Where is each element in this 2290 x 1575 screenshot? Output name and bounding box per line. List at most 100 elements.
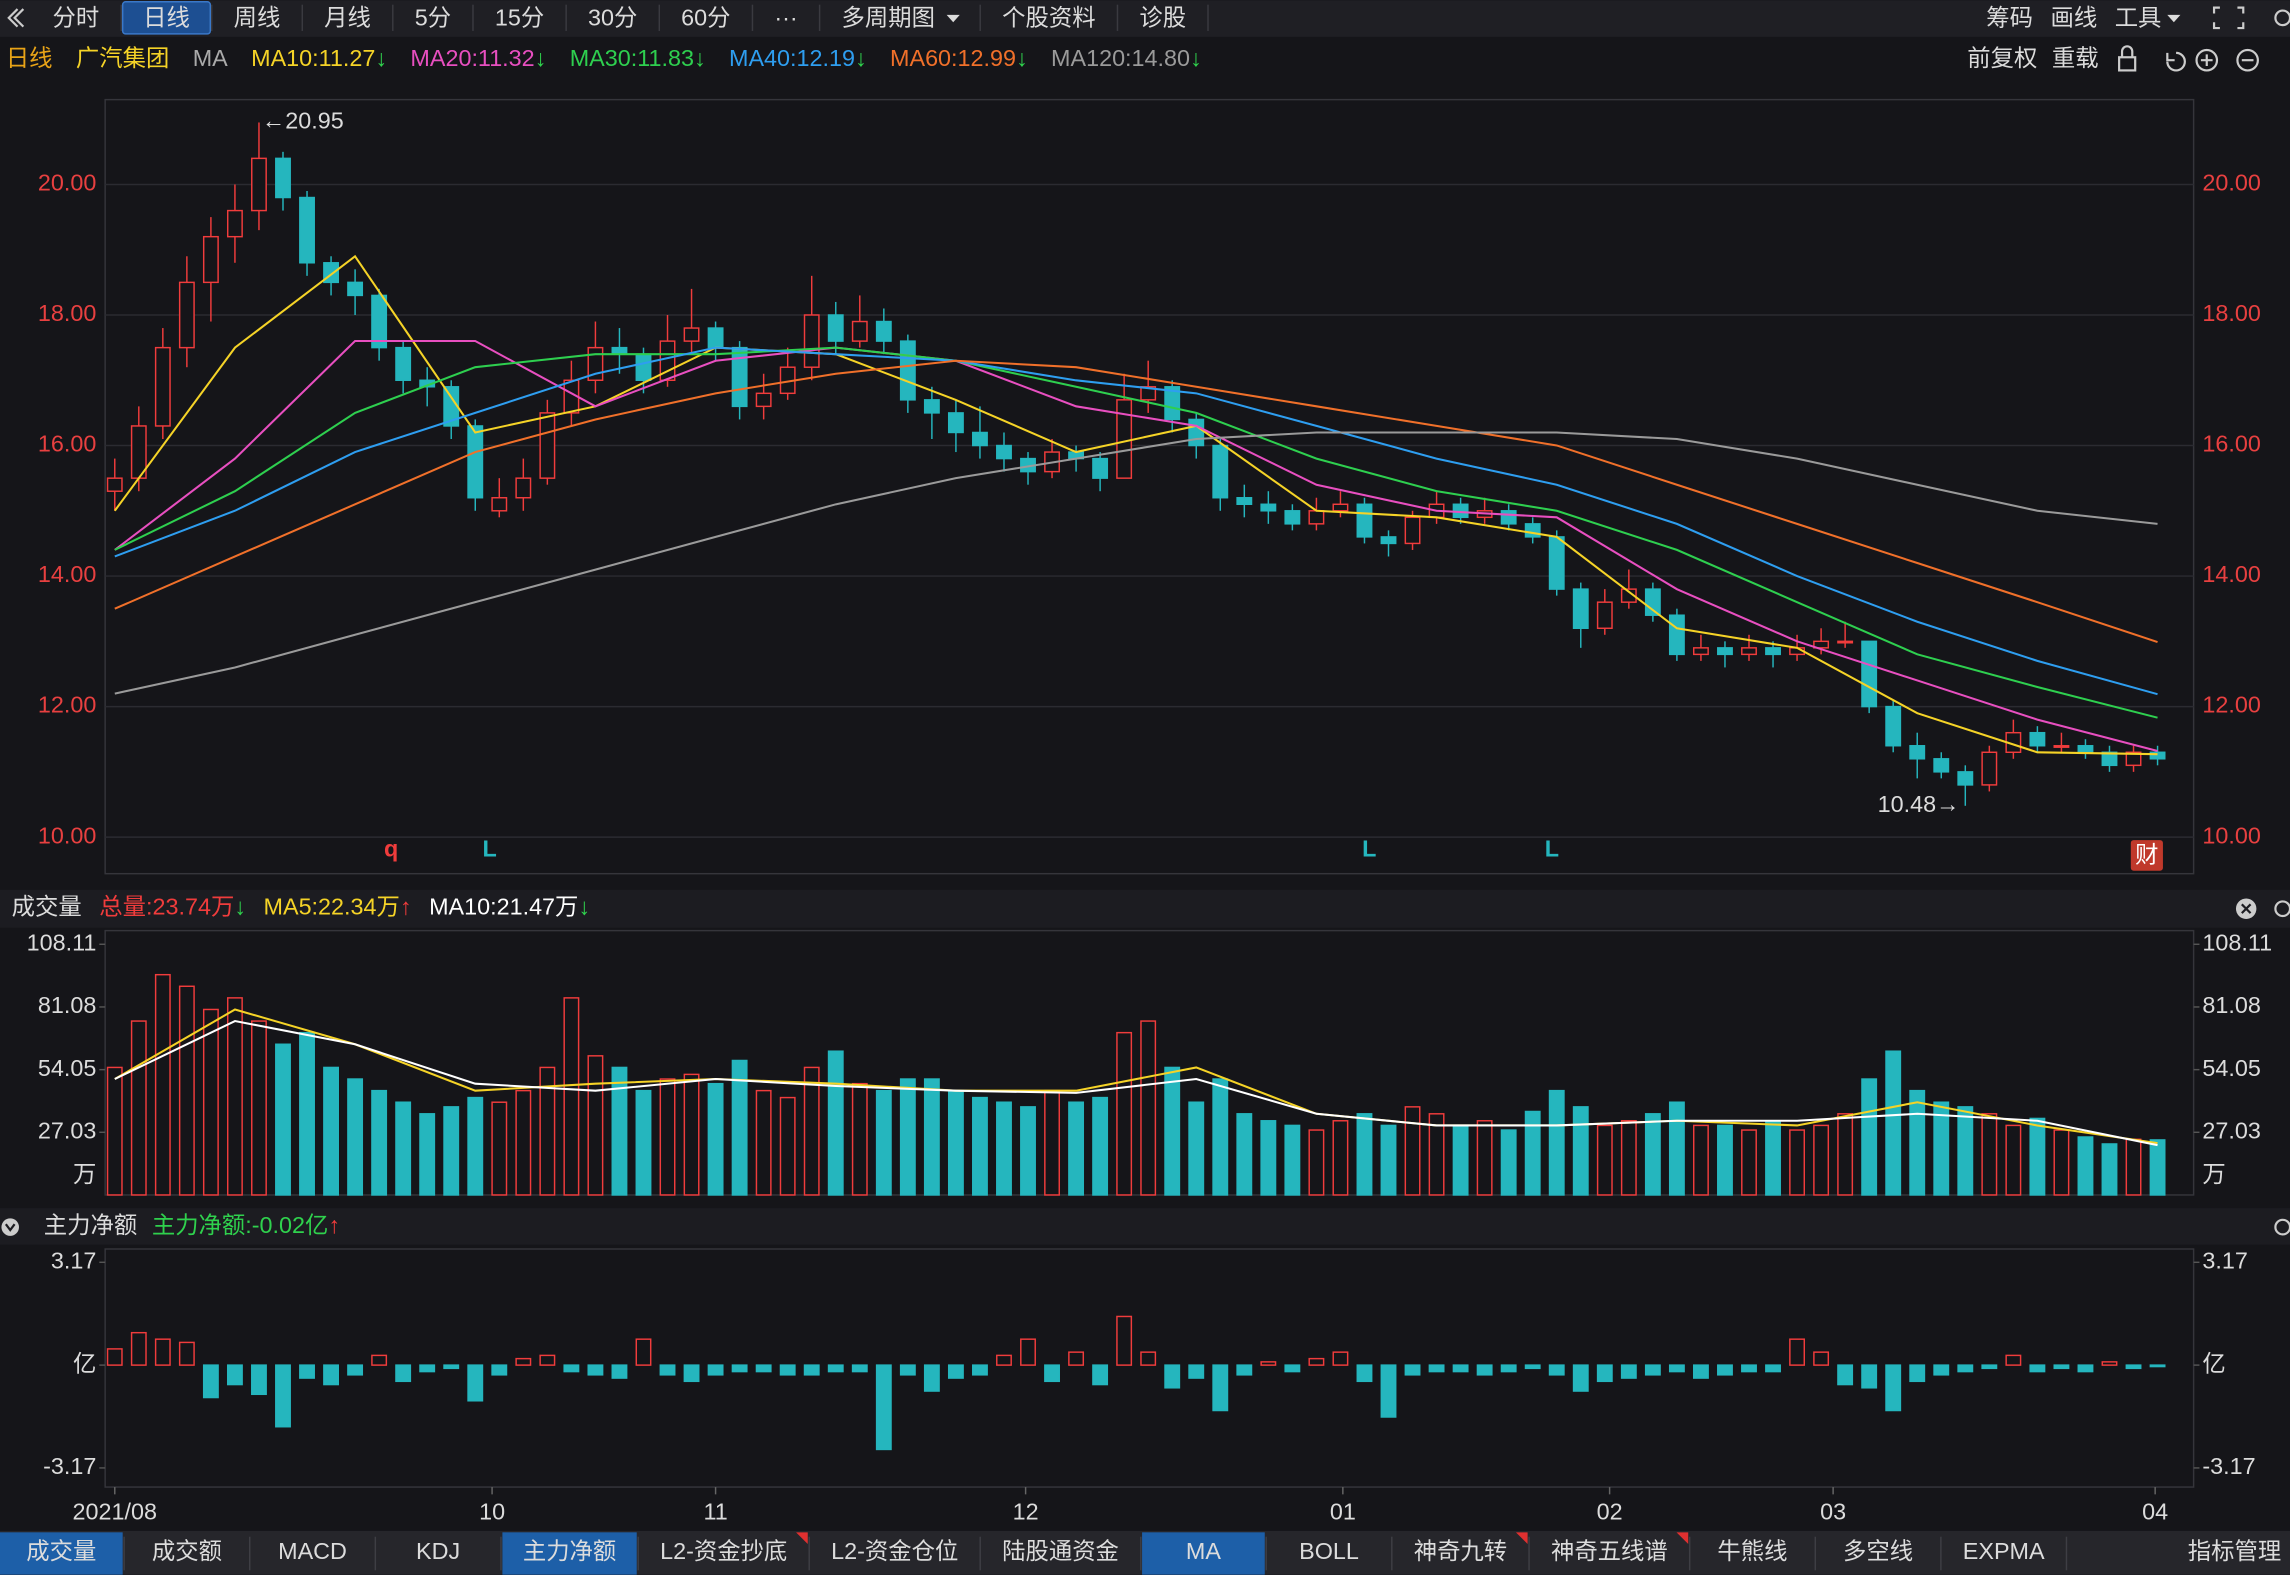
tab-label[interactable]: 主力净额	[523, 1538, 616, 1564]
tab-label[interactable]: MA	[1186, 1538, 1221, 1564]
legend-text: 主力净额	[44, 1212, 137, 1238]
tab-label[interactable]: 指标管理	[2188, 1538, 2281, 1564]
unit-label: 万	[2202, 1161, 2225, 1187]
candle-body	[1813, 640, 1830, 649]
toolbar-button[interactable]	[121, 1, 212, 35]
candle-body	[947, 412, 964, 434]
candle-body	[1356, 503, 1373, 538]
tab-label[interactable]: MACD	[278, 1538, 347, 1564]
flow-bar	[996, 1354, 1012, 1366]
flow-bar	[1164, 1364, 1181, 1389]
candle-body	[395, 346, 412, 381]
ma-line	[114, 359, 2158, 644]
volume-bar	[1404, 1106, 1421, 1196]
volume-bar	[1741, 1129, 1757, 1196]
flow-bar	[1596, 1364, 1613, 1383]
tab-label[interactable]: 多空线	[1843, 1538, 1913, 1564]
x-tick-label: 03	[1820, 1499, 1846, 1525]
tab[interactable]	[502, 1532, 637, 1575]
flow-bar	[1741, 1364, 1757, 1373]
flow-bar	[1092, 1364, 1109, 1386]
flow-bar	[1380, 1364, 1397, 1418]
flow-bar	[1933, 1364, 1950, 1376]
volume-bar	[972, 1096, 988, 1196]
volume-bar	[731, 1059, 748, 1196]
candle-body	[1765, 647, 1781, 656]
tab[interactable]	[1142, 1532, 1265, 1575]
flow-bar	[323, 1364, 340, 1386]
volume-bar	[2029, 1117, 2046, 1196]
flow-bar	[1957, 1364, 1974, 1373]
candle-body	[1620, 588, 1637, 603]
legend-entry: 日线	[6, 45, 53, 71]
fullscreen-icon[interactable]	[2212, 6, 2245, 30]
tab-label[interactable]: BOLL	[1299, 1538, 1359, 1564]
flow-bar	[563, 1364, 580, 1373]
tab-label[interactable]: L2-资金抄底	[660, 1538, 787, 1564]
volume-bar	[226, 997, 243, 1196]
volume-bar	[1765, 1120, 1781, 1196]
badge[interactable]: 财	[2135, 841, 2158, 867]
volume-bar	[611, 1066, 628, 1196]
legend-entry: 前复权	[1967, 45, 2037, 71]
signal-marker: L	[483, 835, 497, 861]
volume-bar	[1861, 1078, 1878, 1196]
collapse-icon[interactable]	[1, 1218, 19, 1236]
toolbar-label: 15分	[495, 4, 544, 30]
tab-label[interactable]: 陆股通资金	[1002, 1538, 1119, 1564]
candle-body	[1717, 647, 1733, 656]
back-button[interactable]	[7, 8, 25, 28]
legend-arrow: ↓	[1016, 45, 1028, 71]
zoom-in-icon[interactable]	[2195, 48, 2219, 72]
tab-label[interactable]: KDJ	[416, 1538, 460, 1564]
flow-frame	[104, 1248, 2195, 1488]
settings-icon[interactable]	[2274, 900, 2290, 918]
tab-label[interactable]: L2-资金仓位	[831, 1538, 958, 1564]
toolbar-label[interactable]: 画线	[2050, 4, 2097, 30]
toolbar-label[interactable]: 筹码	[1986, 4, 2033, 30]
legend-arrow: ↓	[1190, 45, 1202, 71]
volume-bar	[419, 1113, 436, 1196]
toolbar-label: 分时	[53, 4, 100, 30]
badge-bg[interactable]	[2130, 840, 2163, 871]
dropdown-caret	[2167, 14, 2181, 23]
flow-bar	[659, 1364, 676, 1376]
collapse-caret	[4, 1223, 16, 1232]
volume-bar	[515, 1089, 532, 1196]
tab-label[interactable]: 牛熊线	[1717, 1538, 1787, 1564]
volume-header	[0, 889, 2290, 928]
legend-text: 重载	[2052, 45, 2099, 71]
flow-bar	[1404, 1364, 1421, 1376]
volume-bar	[1140, 1020, 1157, 1196]
volume-bar	[1260, 1120, 1277, 1196]
candle-body	[467, 425, 484, 499]
settings-icon[interactable]	[2274, 9, 2290, 27]
toolbar-label: ···	[774, 4, 797, 30]
y-tick-label-right: 14.00	[2202, 561, 2260, 587]
tab-label[interactable]: 成交额	[152, 1538, 222, 1564]
volume-bar	[1692, 1124, 1709, 1196]
zoom-in-cross	[2200, 54, 2213, 67]
volume-bar	[154, 973, 171, 1196]
candle-body	[178, 281, 195, 349]
candle-body	[347, 281, 364, 297]
undo-icon[interactable]	[2166, 51, 2186, 72]
volume-bar	[395, 1101, 412, 1196]
toolbar-label[interactable]: 工具	[2115, 4, 2162, 30]
settings-icon[interactable]	[2274, 1218, 2290, 1236]
lock-icon[interactable]	[2118, 56, 2137, 72]
flow-bar	[154, 1338, 171, 1366]
legend-entry: 成交量	[12, 894, 82, 920]
toolbar-label: 诊股	[1139, 4, 1186, 30]
tab[interactable]	[0, 1532, 123, 1575]
legend-entry: MA120:14.80↓	[1051, 45, 1202, 71]
candle-body	[515, 477, 532, 499]
zoom-out-icon[interactable]	[2236, 48, 2259, 72]
y-tick-label: 16.00	[38, 431, 96, 457]
flow-bar	[1452, 1364, 1469, 1373]
tab-label[interactable]: EXPMA	[1963, 1538, 2045, 1564]
tab-label[interactable]: 成交量	[26, 1538, 96, 1564]
tab-label[interactable]: 神奇五线谱	[1551, 1538, 1668, 1564]
tab-label[interactable]: 神奇九转	[1414, 1538, 1507, 1564]
